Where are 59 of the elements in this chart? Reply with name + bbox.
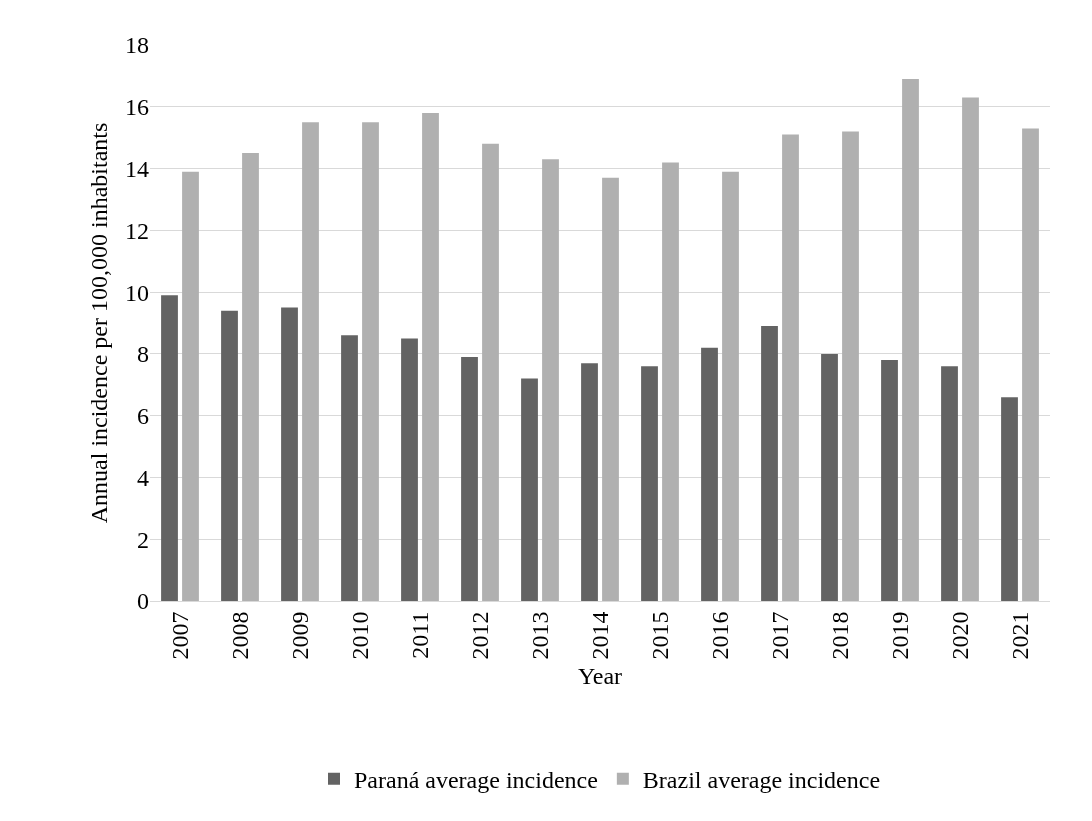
- x-tick-label: 2009: [286, 611, 313, 660]
- x-tick-label: 2018: [826, 611, 853, 660]
- bar: [542, 159, 559, 601]
- bar: [161, 295, 178, 601]
- bar: [962, 97, 979, 601]
- y-tick-label: 14: [125, 155, 149, 182]
- y-tick-label: 12: [125, 217, 149, 244]
- bar: [602, 177, 619, 601]
- bar: [182, 171, 199, 601]
- x-tick-label: 2007: [166, 611, 193, 660]
- bar: [821, 353, 838, 601]
- bar: [401, 338, 418, 601]
- x-tick-label: 2017: [766, 611, 793, 660]
- bar: [722, 171, 739, 601]
- x-axis-title: Year: [577, 662, 623, 689]
- bar: [641, 366, 658, 601]
- x-tick-label: 2011: [406, 611, 433, 659]
- x-tick-label: 2015: [646, 611, 673, 660]
- bar: [1022, 128, 1039, 601]
- y-tick-label: 0: [137, 588, 149, 615]
- x-tick-label: 2016: [706, 611, 733, 660]
- x-tick-label: 2010: [346, 611, 373, 660]
- bar: [521, 378, 538, 601]
- bar: [842, 131, 859, 601]
- bar: [581, 363, 598, 601]
- bar: [242, 153, 259, 601]
- bar: [281, 307, 298, 601]
- y-tick-label: 2: [137, 526, 149, 553]
- legend-label: Paraná average incidence: [354, 767, 598, 794]
- x-tick-label: 2008: [226, 611, 253, 660]
- y-tick-label: 10: [125, 279, 149, 306]
- bar: [782, 134, 799, 601]
- x-tick-label: 2013: [526, 611, 553, 660]
- bar: [341, 335, 358, 601]
- bar: [461, 356, 478, 601]
- bar: [701, 347, 718, 601]
- y-axis-title: Annual incidence per 100,000 inhabitants: [86, 122, 113, 524]
- bar: [902, 78, 919, 601]
- bar: [482, 143, 499, 601]
- legend-label: Brazil average incidence: [642, 767, 881, 794]
- bar: [662, 162, 679, 601]
- x-tick-label: 2021: [1006, 611, 1033, 660]
- x-tick-label: 2012: [466, 611, 493, 660]
- y-tick-label: 4: [137, 464, 149, 491]
- y-tick-label: 18: [125, 32, 149, 59]
- x-tick-label: 2020: [946, 611, 973, 660]
- x-tick-label: 2019: [886, 611, 913, 660]
- bar: [362, 122, 379, 601]
- x-tick-label: 2014: [586, 611, 613, 660]
- y-tick-label: 8: [137, 341, 149, 368]
- y-tick-label: 16: [125, 94, 149, 121]
- bar: [422, 112, 439, 601]
- y-tick-label: 6: [137, 403, 149, 430]
- bar: [881, 360, 898, 601]
- bar: [302, 122, 319, 601]
- bar: [1001, 397, 1018, 601]
- bar: [941, 366, 958, 601]
- bar: [761, 326, 778, 601]
- bar: [221, 310, 238, 601]
